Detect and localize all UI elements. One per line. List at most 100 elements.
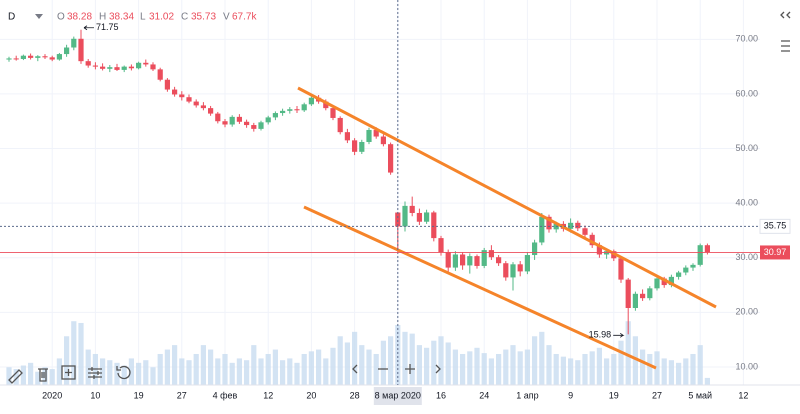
close-value: 35.73 — [191, 12, 216, 23]
volume-bar — [409, 333, 415, 385]
settings-icon[interactable] — [88, 367, 102, 379]
candle-body — [445, 252, 451, 268]
candle-body — [294, 109, 300, 111]
volume-bar — [640, 349, 646, 385]
high-value: 38.34 — [109, 12, 134, 23]
high-annotation: 71.75 — [96, 22, 119, 32]
pencil-icon[interactable] — [8, 369, 23, 384]
candle-body — [589, 234, 595, 246]
candle-body — [438, 238, 444, 253]
volume-bar — [661, 358, 667, 385]
candle-body — [352, 140, 358, 152]
candle-body — [575, 222, 581, 229]
volume-bar — [532, 336, 538, 385]
volume-bar — [517, 351, 523, 385]
volume-bar — [100, 358, 106, 385]
volume-bar — [690, 353, 696, 385]
scroll-left[interactable] — [352, 364, 358, 374]
volume-value: 67.7k — [232, 12, 257, 23]
low-arrow — [613, 332, 625, 338]
volume-bar — [6, 367, 12, 385]
candle-body — [582, 228, 588, 235]
volume-bar — [510, 345, 516, 385]
candle-body — [78, 38, 84, 62]
undo-icon[interactable] — [116, 365, 131, 380]
y-tick-label: 20.00 — [735, 307, 758, 317]
candle-body — [661, 278, 667, 286]
volume-bar — [704, 377, 710, 385]
volume-bar — [380, 340, 386, 385]
volume-bar — [71, 321, 77, 385]
header: D O 38.28 H 38.34 L 31.02 C 35.73 V 67.7… — [8, 12, 257, 23]
candle-body — [496, 257, 502, 264]
high-label: H — [99, 12, 106, 23]
candle-body — [186, 97, 192, 102]
volume-bar — [121, 365, 127, 385]
x-tick-label: 19 — [134, 390, 144, 400]
candle-body — [64, 47, 70, 55]
volume-bar — [107, 360, 113, 385]
candle-body — [424, 212, 430, 222]
candle-body — [503, 263, 509, 278]
dropdown-icon[interactable] — [35, 14, 43, 19]
candle-body — [157, 69, 163, 80]
volume-bar — [301, 353, 307, 385]
candle-body — [92, 65, 98, 67]
volume-bar — [215, 358, 221, 385]
candle-body — [6, 58, 12, 60]
candle-body — [258, 122, 264, 129]
volume-bar — [222, 353, 228, 385]
volume-bar — [143, 360, 149, 385]
volume-bar — [35, 371, 41, 385]
candle-body — [668, 276, 674, 286]
trash-icon[interactable] — [38, 368, 48, 382]
symbol: D — [8, 12, 15, 23]
volume-bar — [49, 369, 55, 385]
candle-body — [121, 66, 127, 70]
candle-body — [100, 66, 106, 69]
volume-bar — [683, 358, 689, 385]
add-icon[interactable] — [61, 365, 76, 380]
candle-body — [568, 222, 574, 229]
candle-body — [272, 113, 278, 118]
volume-bar — [416, 345, 422, 385]
candle-body — [330, 108, 336, 118]
candle-body — [150, 64, 156, 70]
x-tick-label: 27 — [652, 390, 662, 400]
volume-bar — [366, 349, 372, 385]
candle-body — [488, 250, 494, 258]
candle-body — [42, 56, 48, 58]
candle-body — [532, 242, 538, 256]
volume-bar — [13, 369, 19, 385]
volume-bar — [308, 351, 314, 385]
collapse-icon[interactable] — [780, 11, 791, 19]
volume-bar — [294, 362, 300, 385]
volume-bar — [323, 358, 329, 385]
candle-body — [200, 105, 206, 109]
volume-bar — [496, 353, 502, 385]
candle-body — [85, 61, 91, 66]
volume-bar — [272, 349, 278, 385]
scroll-right[interactable] — [435, 364, 441, 374]
menu-icon[interactable] — [781, 40, 790, 52]
candle-body — [13, 58, 19, 60]
candle-body — [618, 258, 624, 280]
y-tick-label: 50.00 — [735, 143, 758, 153]
volume-bar — [78, 322, 84, 385]
x-tick-label: 20 — [306, 390, 316, 400]
candle-body — [164, 79, 170, 90]
candle-body — [474, 256, 480, 266]
x-tick-label: 9 — [568, 390, 573, 400]
high-arrow — [83, 25, 94, 31]
volume-bar — [539, 331, 545, 385]
volume-layer — [6, 321, 710, 385]
volume-bar — [618, 340, 624, 385]
candle-layer — [6, 29, 710, 335]
volume-bar — [280, 360, 286, 385]
y-tick-label: 40.00 — [735, 198, 758, 208]
volume-bar — [136, 362, 142, 385]
zoom-in[interactable] — [405, 364, 415, 374]
x-tick-label: 5 май — [688, 390, 712, 400]
candle-body — [28, 55, 34, 58]
